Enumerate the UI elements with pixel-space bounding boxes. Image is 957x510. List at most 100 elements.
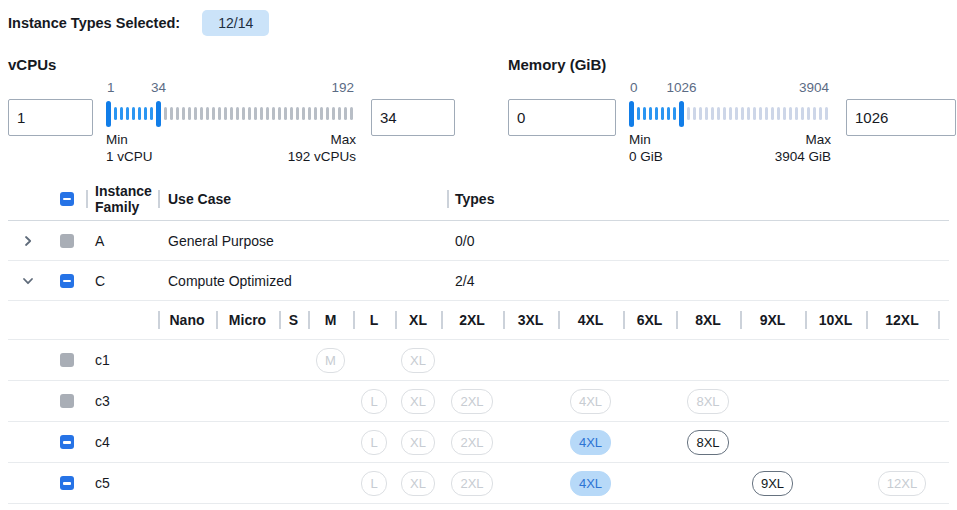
slider-captions: Min1 vCPUMax192 vCPUs [106,131,356,165]
size-cell [216,340,279,380]
size-cell [216,463,279,503]
family-name: A [95,233,104,249]
size-column-header: 4XL [558,301,623,339]
scale-mid-label: 1026 [666,80,696,95]
slider-handle-max[interactable] [156,101,161,127]
size-pill-9xl[interactable]: 9XL [752,471,793,496]
slider-track[interactable] [629,100,831,127]
size-pill-4xl[interactable]: 4XL [570,471,611,496]
slider-tick [182,107,185,120]
size-cell [279,381,308,421]
size-cell [158,340,216,380]
slider-track[interactable] [106,100,356,127]
selected-count-badge: 12/14 [202,10,269,36]
family-c-checkbox[interactable] [60,274,74,288]
size-cell [623,381,676,421]
size-pill-4xl: 4XL [570,389,611,414]
size-cell [308,422,353,462]
size-cell [279,340,308,380]
slider-tick [747,107,750,120]
instance-c5-checkbox[interactable] [60,476,74,490]
column-divider [86,190,88,208]
slider-tick [765,107,768,120]
family-name: C [95,273,105,289]
max-input[interactable] [371,99,455,136]
size-cell [279,422,308,462]
column-divider [447,190,449,208]
max-caption-title: Max [775,131,831,148]
size-cell: XL [395,422,441,462]
slider-tick [212,107,215,120]
size-cell [676,463,740,503]
instance-c4-checkbox[interactable] [60,435,74,449]
slider-handle-min[interactable] [106,101,111,127]
selected-count-label: Instance Types Selected: [8,15,180,31]
types-count: 2/4 [455,273,474,289]
topbar: Instance Types Selected: 12/14 [8,8,949,38]
max-caption: Max192 vCPUs [288,131,356,165]
min-input[interactable] [508,99,616,136]
size-column-header: 3XL [503,301,558,339]
size-column-header: 12XL [866,301,938,339]
instance-row-c4: c4LXL2XL4XL8XL [8,422,949,463]
collapse-icon[interactable] [21,274,35,288]
filter-controls: 010263904Min0 GiBMax3904 GiB [508,80,956,165]
select-all-checkbox[interactable] [60,192,74,206]
slider-tick [655,107,658,120]
max-input[interactable] [846,99,956,136]
size-cell [623,463,676,503]
slider-tick [741,107,744,120]
family-a-checkbox [60,234,74,248]
expand-icon[interactable] [21,234,35,248]
size-grid: NanoMicroSMLXL2XL3XL4XL6XL8XL9XL10XL12XL [158,301,938,339]
min-caption: Min0 GiB [629,131,663,165]
size-pill-2xl: 2XL [451,430,492,455]
size-cell [676,340,740,380]
size-cell: XL [395,340,441,380]
slider-tick [661,107,664,120]
slider-tick [200,107,203,120]
slider-tick [801,107,804,120]
size-pill-8xl[interactable]: 8XL [687,430,728,455]
slider-tick [308,107,311,120]
size-pill-2xl: 2XL [451,389,492,414]
size-cell [441,340,503,380]
slider-tick [643,107,646,120]
slider-handle-min[interactable] [629,101,634,127]
slider-tick [144,107,147,120]
slider-tick [783,107,786,120]
size-cell [805,340,866,380]
size-cell [805,381,866,421]
slider-tick [789,107,792,120]
scale-max-label: 192 [331,80,354,95]
slider-tick [254,107,257,120]
size-cell [503,340,558,380]
column-header-label: Use Case [168,191,231,207]
size-cell [866,381,938,421]
slider-tick [248,107,251,120]
size-pill-4xl[interactable]: 4XL [570,430,611,455]
slider-tick [326,107,329,120]
size-column-label: S [289,312,298,328]
filter-controls: 134192Min1 vCPUMax192 vCPUs [8,80,455,165]
slider-tick [332,107,335,120]
filter-title: Memory (GiB) [508,56,956,73]
size-cell: 4XL [558,422,623,462]
size-cell [503,381,558,421]
size-column-label: 12XL [885,312,918,328]
slider-tick [266,107,269,120]
slider-tick [807,107,810,120]
size-header-row: NanoMicroSMLXL2XL3XL4XL6XL8XL9XL10XL12XL [8,301,949,340]
column-divider [676,311,678,329]
slider-handle-max[interactable] [679,101,684,127]
size-pill-l: L [361,430,386,455]
min-input[interactable] [8,99,93,136]
slider-tick [150,107,153,120]
size-column-header: XL [395,301,441,339]
size-column-label: 9XL [760,312,786,328]
max-caption-title: Max [288,131,356,148]
size-cell: 12XL [866,463,938,503]
column-divider [740,311,742,329]
slider-tick [260,107,263,120]
size-cell [353,340,395,380]
